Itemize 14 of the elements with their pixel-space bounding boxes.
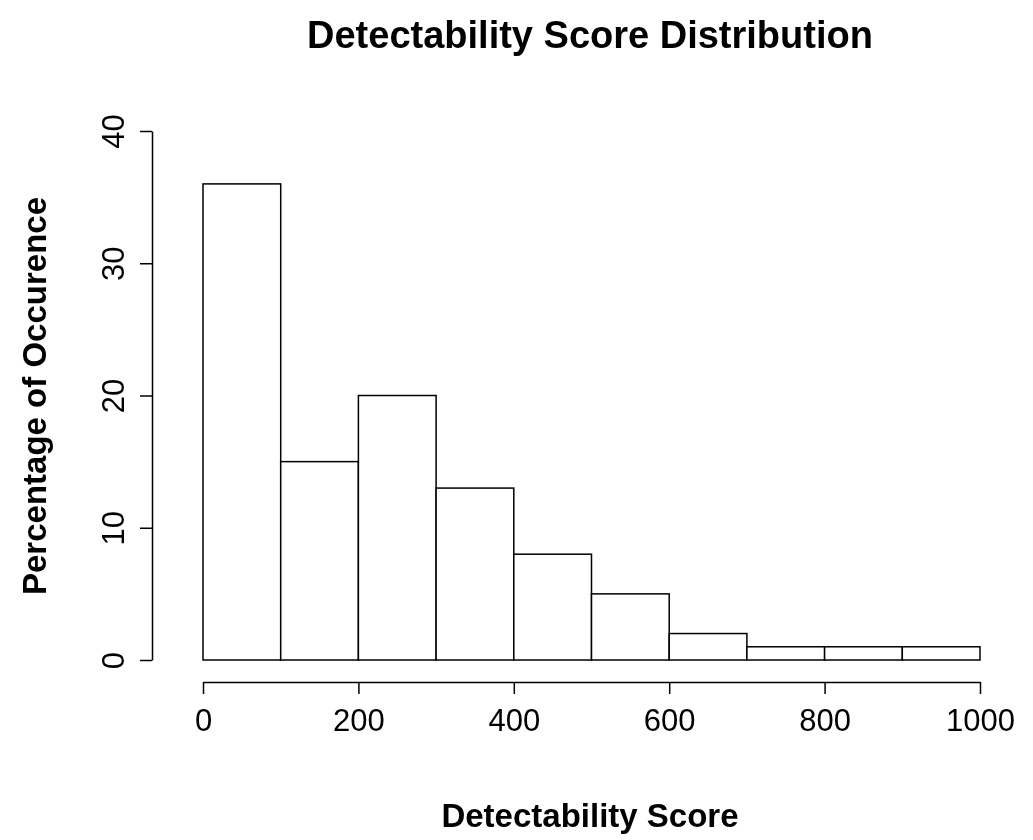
x-tick-label: 400 <box>488 703 541 739</box>
y-tick-label: 40 <box>96 114 131 149</box>
x-tick-label: 800 <box>799 703 851 739</box>
x-tick-label: 1000 <box>946 703 1015 739</box>
y-tick-label: 0 <box>96 651 131 670</box>
chart-title: Detectability Score Distribution <box>307 14 873 56</box>
y-tick-label: 20 <box>96 378 131 414</box>
x-tick-label: 600 <box>643 703 696 739</box>
y-tick-label: 30 <box>96 246 131 281</box>
y-axis-title: Percentage of Occurence <box>16 197 53 595</box>
x-tick-label: 0 <box>194 703 213 739</box>
x-axis-title: Detectability Score <box>441 797 739 834</box>
y-tick-label: 10 <box>96 511 131 546</box>
x-tick-label: 200 <box>333 703 385 739</box>
